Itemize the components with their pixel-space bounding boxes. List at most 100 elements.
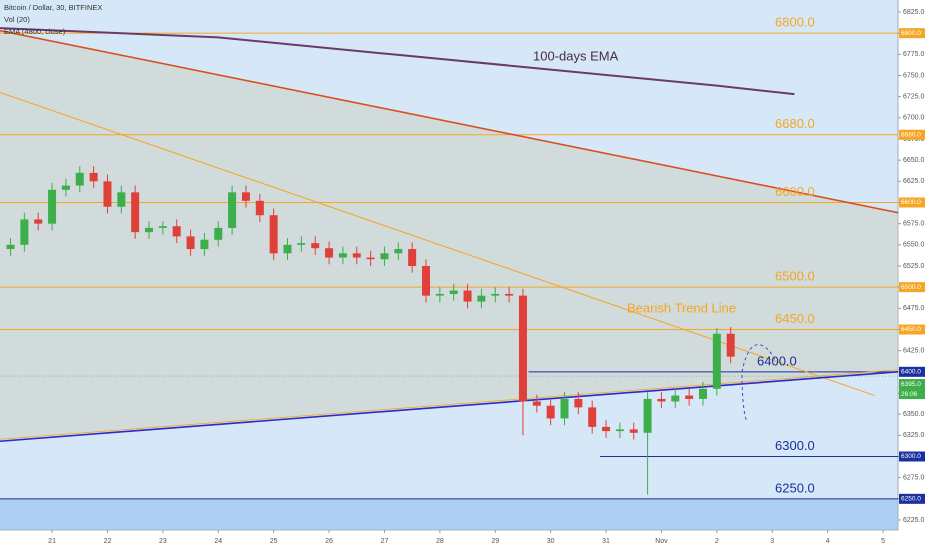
candle-body xyxy=(505,293,514,296)
candle-body xyxy=(698,388,707,399)
x-tick-label: 30 xyxy=(547,538,555,545)
y-tick-label: 6825.0 xyxy=(903,9,925,16)
candle-body xyxy=(449,290,458,294)
trend-line-shadow xyxy=(0,369,899,440)
ema-line xyxy=(0,27,795,96)
x-tick-label: 31 xyxy=(602,538,610,545)
level-tag xyxy=(899,28,925,39)
candle-body xyxy=(422,266,431,296)
level-label: 6450.0 xyxy=(775,311,815,326)
last-price-text: 6395.0 xyxy=(901,381,921,388)
candle-body xyxy=(629,429,638,433)
level-label: 6500.0 xyxy=(775,269,815,284)
candle-body xyxy=(435,293,444,296)
level-label: 6250.0 xyxy=(775,480,815,495)
x-tick-label: Nov xyxy=(655,538,668,545)
level-label: 6800.0 xyxy=(775,15,815,30)
candle-body xyxy=(726,333,735,357)
x-tick-label: 3 xyxy=(770,538,774,545)
candle-body xyxy=(338,253,347,258)
candle-body xyxy=(172,226,181,237)
candle-body xyxy=(532,401,541,406)
legend-text: EMA (4800, close) xyxy=(4,27,66,36)
candle-body xyxy=(685,395,694,399)
y-tick-label: 6725.0 xyxy=(903,94,925,101)
y-tick-label: 6550.0 xyxy=(903,242,925,249)
y-tick-label: 6575.0 xyxy=(903,221,925,228)
candle-body xyxy=(366,257,375,260)
candle-body xyxy=(255,200,264,216)
candle-body xyxy=(671,395,680,402)
level-tag-text: 6250.0 xyxy=(901,496,921,503)
y-tick-label: 6525.0 xyxy=(903,263,925,270)
candle-body xyxy=(380,253,389,260)
candle-body xyxy=(145,227,154,233)
candle-body xyxy=(588,407,597,427)
x-tick-label: 2 xyxy=(715,538,719,545)
price-axis xyxy=(898,0,932,550)
x-tick-label: 28 xyxy=(436,538,444,545)
y-tick-label: 6750.0 xyxy=(903,72,925,79)
candle-body xyxy=(518,295,527,402)
level-label: 6400.0 xyxy=(757,353,797,368)
projection-path xyxy=(741,344,776,422)
volume-band xyxy=(0,498,898,530)
x-tick-label: 4 xyxy=(826,538,830,545)
candle-body xyxy=(158,226,167,228)
level-tag xyxy=(899,282,925,293)
level-tag-text: 6800.0 xyxy=(901,30,921,37)
candle-body xyxy=(463,290,472,302)
y-tick-label: 6275.0 xyxy=(903,475,925,482)
candle-body xyxy=(61,185,70,190)
legend-text: Vol (20) xyxy=(4,15,30,24)
x-tick-label: 22 xyxy=(104,538,112,545)
x-tick-label: 27 xyxy=(381,538,389,545)
candle-body xyxy=(241,192,250,201)
y-tick-label: 6625.0 xyxy=(903,178,925,185)
level-label: 6680.0 xyxy=(775,116,815,131)
level-tag xyxy=(899,129,925,140)
y-tick-label: 6225.0 xyxy=(903,517,925,524)
candle-body xyxy=(352,253,361,258)
candle-body xyxy=(131,192,140,233)
candle-body xyxy=(491,293,500,296)
y-tick-label: 6775.0 xyxy=(903,51,925,58)
trend-line xyxy=(0,29,899,214)
candle-body xyxy=(311,243,320,249)
candle-body xyxy=(643,398,652,433)
level-tag xyxy=(899,197,925,208)
candle-body xyxy=(477,295,486,302)
candle-body xyxy=(20,219,29,245)
candle-body xyxy=(408,249,417,266)
level-tag-text: 6500.0 xyxy=(901,284,921,291)
level-tag-text: 6450.0 xyxy=(901,326,921,333)
level-tag xyxy=(899,324,925,335)
candle-body xyxy=(186,236,195,250)
y-tick-label: 6650.0 xyxy=(903,157,925,164)
candle-body xyxy=(602,426,611,432)
countdown-text: 26:06 xyxy=(901,391,918,398)
trend-line xyxy=(0,371,899,443)
x-tick-label: 21 xyxy=(48,538,56,545)
y-tick-label: 6325.0 xyxy=(903,432,925,439)
x-tick-label: 24 xyxy=(214,538,222,545)
candle-body xyxy=(574,398,583,408)
level-tag-text: 6680.0 xyxy=(901,131,921,138)
candle-body xyxy=(75,172,84,186)
annotation: Bearish Trend Line xyxy=(627,300,736,315)
annotation: 100-days EMA xyxy=(533,48,619,63)
candle-body xyxy=(615,429,624,432)
y-tick-label: 6475.0 xyxy=(903,305,925,312)
level-tag xyxy=(899,493,925,504)
x-tick-label: 23 xyxy=(159,538,167,545)
legend-text: Bitcoin / Dollar, 30, BITFINEX xyxy=(4,3,102,12)
level-tag xyxy=(899,366,925,377)
candle-body xyxy=(297,243,306,245)
y-tick-label: 6350.0 xyxy=(903,411,925,418)
candle-body xyxy=(269,215,278,254)
candle-body xyxy=(34,219,43,224)
x-tick-label: 26 xyxy=(325,538,333,545)
candle-body xyxy=(117,192,126,207)
level-label: 6600.0 xyxy=(775,184,815,199)
